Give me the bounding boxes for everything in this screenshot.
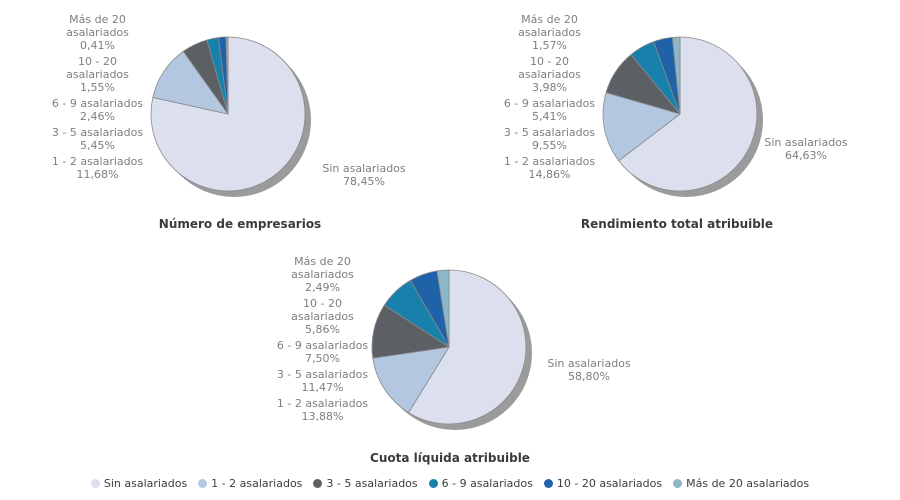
slice-label-3-5-asalariados: 3 - 5 asalariados 5,45% xyxy=(51,126,144,152)
legend-item-6-9-asalariados: 6 - 9 asalariados xyxy=(428,477,533,490)
legend-item-label: 10 - 20 asalariados xyxy=(556,477,663,490)
chart-title: Cuota líquida atribuible xyxy=(370,451,530,465)
pie-slice-sin-asalariados xyxy=(408,269,527,425)
legend-marker-icon xyxy=(543,479,553,488)
pie-slice-1-2-asalariados xyxy=(372,346,450,413)
legend: Sin asalariados 1 - 2 asalariados 3 - 5 as… xyxy=(0,477,900,490)
slice-label-mas-de-20-asalariados: Más de 20 asalariados 2,49% xyxy=(291,255,354,294)
legend-marker-icon xyxy=(428,479,438,488)
legend-item-mas-de-20-asalariados: Más de 20 asalariados xyxy=(673,477,809,490)
legend-item-10-20-asalariados: 10 - 20 asalariados xyxy=(543,477,663,490)
chart-title: Rendimiento total atribuible xyxy=(580,217,774,231)
chart-rendimiento-total-atribuible: Más de 20 asalariados 1,57% 10 - 20 asalaria… xyxy=(452,0,900,245)
slice-labels-column: Más de 20 asalariados 1,57% 10 - 20 asalaria… xyxy=(472,13,627,184)
slice-label-mas-de-20-asalariados: Más de 20 asalariados 0,41% xyxy=(66,13,129,52)
legend-marker-icon xyxy=(313,479,323,488)
legend-item-3-5-asalariados: 3 - 5 asalariados xyxy=(313,477,418,490)
pie-slice-mas-de-20-asalariados xyxy=(225,36,229,115)
slice-label-sin-asalariados: Sin asalariados 78,45% xyxy=(322,162,406,188)
slice-label-sin-asalariados: Sin asalariados 58,80% xyxy=(547,357,631,383)
slice-label-sin-asalariados: Sin asalariados 64,63% xyxy=(764,136,848,162)
slice-label-10-20-asalariados: 10 - 20 asalariados 1,55% xyxy=(66,55,129,94)
pie-cuota-liquida-atribuible xyxy=(371,269,532,430)
slice-label-6-9-asalariados: 6 - 9 asalariados 7,50% xyxy=(276,339,369,365)
pie-slice-1-2-asalariados xyxy=(602,92,681,162)
slice-label-mas-de-20-asalariados: Más de 20 asalariados 1,57% xyxy=(518,13,581,52)
legend-marker-icon xyxy=(90,479,100,488)
chart-numero-de-empresarios: Más de 20 asalariados 0,41% 10 - 20 asalaria… xyxy=(0,0,450,245)
slice-label-6-9-asalariados: 6 - 9 asalariados 5,41% xyxy=(503,97,596,123)
slice-labels-column: Más de 20 asalariados 2,49% 10 - 20 asalaria… xyxy=(245,255,400,426)
slice-label-10-20-asalariados: 10 - 20 asalariados 5,86% xyxy=(291,297,354,336)
legend-item-label: 3 - 5 asalariados xyxy=(326,477,418,490)
legend-item-label: 6 - 9 asalariados xyxy=(441,477,533,490)
slice-label-1-2-asalariados: 1 - 2 asalariados 14,86% xyxy=(503,155,596,181)
slice-label-1-2-asalariados: 1 - 2 asalariados 11,68% xyxy=(51,155,144,181)
slice-labels-column: Más de 20 asalariados 0,41% 10 - 20 asalaria… xyxy=(20,13,175,184)
pie-slice-sin-asalariados xyxy=(618,36,758,192)
slice-label-1-2-asalariados: 1 - 2 asalariados 13,88% xyxy=(276,397,369,423)
slice-label-6-9-asalariados: 6 - 9 asalariados 2,46% xyxy=(51,97,144,123)
legend-item-label: Sin asalariados xyxy=(103,477,188,490)
pie-numero-de-empresarios xyxy=(150,36,311,197)
legend-marker-icon xyxy=(198,479,208,488)
chart-title: Número de empresarios xyxy=(158,217,322,231)
pie-rendimiento-total-atribuible xyxy=(602,36,763,197)
slice-label-10-20-asalariados: 10 - 20 asalariados 3,98% xyxy=(518,55,581,94)
legend-item-label: 1 - 2 asalariados xyxy=(211,477,303,490)
legend-item-label: Más de 20 asalariados xyxy=(686,477,810,490)
legend-marker-icon xyxy=(673,479,683,488)
pie-slice-mas-de-20-asalariados xyxy=(672,36,681,115)
slice-label-3-5-asalariados: 3 - 5 asalariados 9,55% xyxy=(503,126,596,152)
chart-cuota-liquida-atribuible: Más de 20 asalariados 2,49% 10 - 20 asalaria… xyxy=(225,243,675,473)
slice-label-3-5-asalariados: 3 - 5 asalariados 11,47% xyxy=(276,368,369,394)
pie-slice-mas-de-20-asalariados xyxy=(436,269,450,348)
legend-item-1-2-asalariados: 1 - 2 asalariados xyxy=(198,477,302,490)
legend-item-sin-asalariados: Sin asalariados xyxy=(90,477,188,490)
